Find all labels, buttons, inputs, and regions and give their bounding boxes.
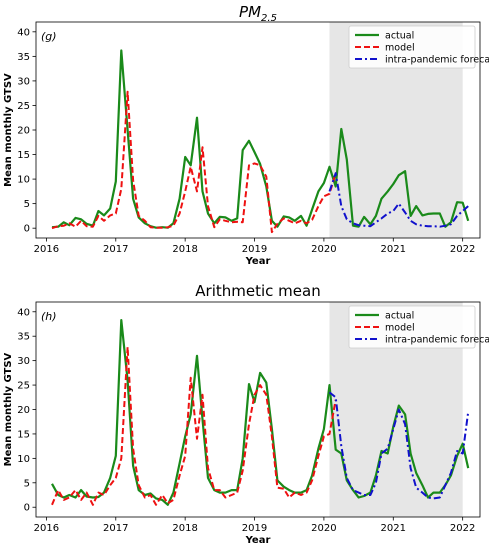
x-tick-label: 2019 (242, 523, 267, 534)
x-tick-label: 2018 (172, 244, 197, 255)
legend-label: model (385, 323, 415, 334)
x-tick-label: 2022 (450, 244, 475, 255)
y-tick-label: 25 (17, 101, 30, 112)
y-tick-label: 30 (17, 356, 30, 367)
x-tick-label: 2019 (242, 244, 267, 255)
panel-label: (g) (41, 30, 57, 43)
legend-box (348, 305, 476, 349)
y-tick-label: 35 (17, 52, 30, 63)
x-tick-label: 2017 (103, 523, 128, 534)
x-tick-label: 2016 (34, 244, 59, 255)
y-tick-label: 35 (17, 332, 30, 343)
y-axis-label: Mean monthly GTSV (3, 73, 14, 187)
panel-label: (h) (41, 310, 57, 323)
y-tick-label: 25 (17, 381, 30, 392)
x-tick-label: 2022 (450, 523, 475, 534)
series-line-actual (51, 319, 470, 506)
series-line-intra-pandemic-forecast (328, 391, 470, 500)
y-tick-label: 0 (24, 503, 30, 514)
panel-title: Arithmetic mean (195, 282, 320, 300)
y-tick-label: 20 (17, 405, 30, 416)
panel-g: 0 5 10 15 20 25 30 35 40 2016 2017 2018 2019 2020 2021… (3, 3, 489, 267)
y-tick-label: 5 (24, 199, 30, 210)
x-tick-label: 2020 (311, 523, 336, 534)
y-tick-label: 40 (17, 27, 30, 38)
x-tick-label: 2016 (34, 523, 59, 534)
series-line-actual (51, 49, 470, 229)
y-tick-label: 0 (24, 224, 30, 235)
y-tick-label: 10 (17, 454, 30, 465)
series-line-model (51, 90, 337, 234)
y-tick-label: 30 (17, 76, 30, 87)
legend-box (348, 25, 476, 69)
panel-title-main: PM (239, 3, 261, 21)
legend-label: actual (385, 31, 414, 42)
series-line-intra-pandemic-forecast (328, 172, 469, 228)
series-group (51, 49, 470, 234)
x-tick-label: 2021 (381, 244, 406, 255)
y-tick-label: 5 (24, 478, 30, 489)
panel-h: 0 5 10 15 20 25 30 35 40 2016 2017 2018 2019 2020 2021… (3, 282, 489, 546)
y-tick-label: 40 (17, 307, 30, 318)
legend-label: intra-pandemic forecast (385, 55, 489, 66)
legend-label: model (385, 43, 415, 54)
y-tick-label: 10 (17, 175, 30, 186)
x-tick-label: 2018 (172, 523, 197, 534)
y-tick-label: 15 (17, 429, 30, 440)
panel-title-subscript: 2.5 (261, 13, 277, 24)
y-axis-label: Mean monthly GTSV (3, 352, 14, 466)
x-tick-label: 2020 (311, 244, 336, 255)
panel-title: PM2.5 (239, 3, 277, 24)
y-tick-label: 15 (17, 150, 30, 161)
x-axis-label: Year (245, 535, 271, 546)
series-group (51, 319, 470, 506)
series-line-model (51, 346, 337, 506)
x-tick-label: 2021 (381, 523, 406, 534)
y-tick-label: 20 (17, 126, 30, 137)
x-axis-label: Year (245, 256, 271, 267)
legend-label: intra-pandemic forecast (385, 335, 489, 346)
x-tick-label: 2017 (103, 244, 128, 255)
legend-label: actual (385, 311, 414, 322)
